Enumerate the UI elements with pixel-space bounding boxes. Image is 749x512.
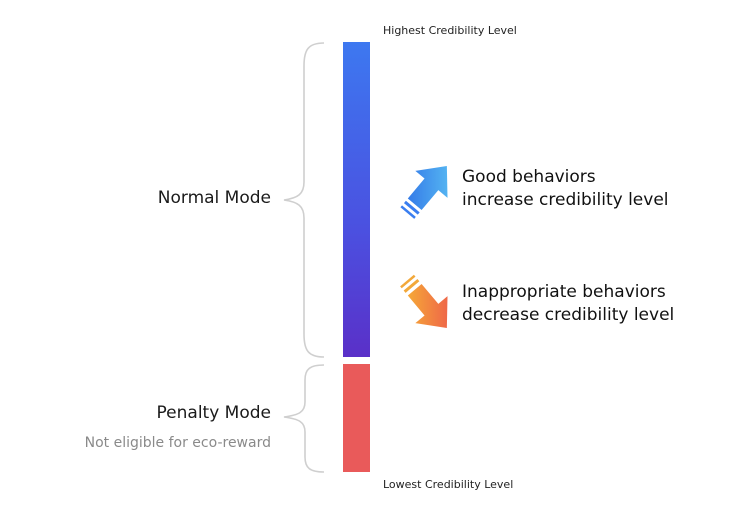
good-behaviors-line1: Good behaviors — [462, 167, 596, 187]
highest-credibility-label: Highest Credibility Level — [383, 24, 517, 37]
down-right-arrow-icon — [400, 274, 448, 329]
lowest-credibility-label: Lowest Credibility Level — [383, 478, 514, 491]
penalty-mode-note: Not eligible for eco-reward — [84, 435, 271, 451]
penalty-mode-brace — [283, 364, 325, 473]
inappropriate-behaviors-text: Inappropriate behaviors decrease credibi… — [462, 281, 674, 327]
normal-mode-label: Normal Mode — [157, 188, 271, 208]
penalty-mode-label: Penalty Mode — [156, 403, 271, 423]
inappropriate-behaviors-line1: Inappropriate behaviors — [462, 282, 666, 302]
normal-mode-bar — [343, 42, 370, 357]
good-behaviors-text: Good behaviors increase credibility leve… — [462, 166, 669, 212]
good-behaviors-line2: increase credibility level — [462, 190, 669, 210]
normal-mode-brace — [283, 42, 325, 358]
penalty-mode-bar — [343, 364, 370, 472]
inappropriate-behaviors-line2: decrease credibility level — [462, 305, 675, 325]
up-right-arrow-icon — [400, 165, 448, 219]
